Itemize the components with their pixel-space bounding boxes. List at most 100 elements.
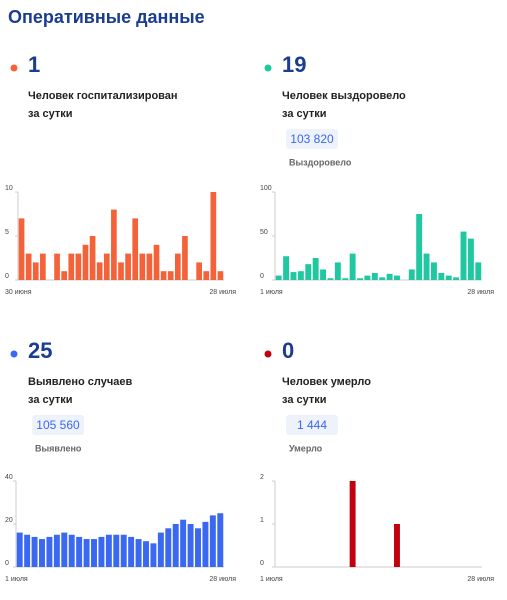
- y-tick-label: 2: [260, 474, 264, 481]
- x-tick-label: 30 июня: [5, 289, 32, 296]
- bar: [430, 262, 437, 280]
- y-tick-label: 5: [5, 229, 9, 236]
- bar: [125, 253, 131, 280]
- bar: [157, 532, 164, 567]
- y-tick-label: 20: [5, 517, 13, 524]
- total-value: 105 560: [36, 418, 80, 432]
- total-box: [32, 415, 84, 435]
- bar: [349, 481, 356, 567]
- bar: [209, 515, 216, 567]
- bar: [283, 256, 290, 280]
- bar: [460, 231, 467, 280]
- total-label: Выздоровело: [289, 157, 352, 167]
- x-tick-label: 1 июля: [260, 289, 283, 296]
- bar: [202, 521, 209, 567]
- total-label: Выявлено: [35, 443, 82, 453]
- bar: [312, 258, 319, 280]
- bar: [24, 534, 31, 567]
- bar: [54, 253, 60, 280]
- total-value: 103 820: [290, 132, 334, 146]
- bar: [75, 253, 82, 280]
- bar: [203, 271, 210, 280]
- bar: [386, 273, 393, 280]
- bar: [53, 534, 60, 567]
- bar: [32, 262, 39, 280]
- caption: за сутки: [282, 394, 327, 406]
- bar: [290, 272, 297, 280]
- bar: [103, 253, 110, 280]
- caption: Человек выздоровело: [282, 90, 406, 102]
- bar: [150, 543, 157, 567]
- x-tick-label: 28 июля: [209, 289, 236, 296]
- bar: [297, 271, 304, 280]
- bar: [118, 262, 124, 280]
- bar: [342, 278, 349, 280]
- bar: [160, 271, 167, 280]
- bar: [46, 536, 53, 567]
- x-tick-label: 28 июля: [467, 289, 494, 296]
- bar: [18, 218, 25, 280]
- bar: [61, 532, 68, 567]
- caption: за сутки: [282, 108, 327, 120]
- bar: [438, 272, 445, 280]
- bar: [453, 277, 460, 280]
- stat-count: 25: [28, 338, 52, 363]
- bar: [120, 534, 127, 567]
- bar: [31, 536, 38, 567]
- bar: [132, 218, 139, 280]
- bar: [320, 269, 327, 280]
- stat-count: 0: [282, 338, 294, 363]
- bar: [445, 275, 452, 280]
- bar: [305, 264, 312, 280]
- bar: [25, 253, 32, 280]
- bar: [165, 528, 172, 567]
- y-tick-label: 0: [260, 273, 264, 280]
- y-tick-label: 1: [260, 517, 264, 524]
- bar: [96, 262, 103, 280]
- bar: [394, 275, 400, 280]
- bar: [327, 278, 334, 280]
- y-tick-label: 50: [260, 229, 268, 236]
- stat-count: 19: [282, 52, 306, 77]
- bar: [349, 253, 356, 280]
- bar: [111, 209, 117, 280]
- y-tick-label: 0: [260, 560, 264, 567]
- y-tick-label: 100: [260, 185, 272, 192]
- bar: [153, 244, 160, 280]
- bar: [174, 253, 181, 280]
- y-tick-label: 0: [5, 273, 9, 280]
- status-dot: [264, 350, 272, 358]
- y-tick-label: 10: [5, 185, 13, 192]
- bar: [113, 534, 120, 567]
- x-tick-label: 28 июля: [209, 576, 236, 583]
- total-label: Умерло: [289, 443, 323, 453]
- bar: [68, 534, 75, 567]
- bar: [210, 192, 217, 280]
- bar: [187, 524, 194, 567]
- bar: [139, 253, 146, 280]
- bar: [334, 262, 341, 280]
- x-tick-label: 1 июля: [5, 576, 28, 583]
- bar: [91, 539, 97, 567]
- caption: Человек госпитализирован: [28, 90, 178, 102]
- x-tick-label: 1 июля: [260, 576, 283, 583]
- bar: [82, 244, 89, 280]
- stat-count: 1: [28, 52, 40, 77]
- status-dot: [10, 64, 18, 72]
- status-dot: [10, 350, 18, 358]
- caption: за сутки: [28, 394, 73, 406]
- bar: [416, 214, 423, 280]
- bar: [196, 262, 202, 280]
- bar: [89, 236, 96, 280]
- bar: [135, 539, 142, 567]
- bar: [217, 271, 224, 280]
- status-dot: [264, 64, 272, 72]
- bar: [195, 528, 201, 567]
- page-title: Оперативные данные: [8, 7, 205, 27]
- total-value: 1 444: [297, 418, 327, 432]
- total-box: [286, 129, 338, 149]
- bar: [182, 236, 188, 280]
- bar: [167, 271, 174, 280]
- bar: [423, 253, 430, 280]
- bar: [475, 262, 482, 280]
